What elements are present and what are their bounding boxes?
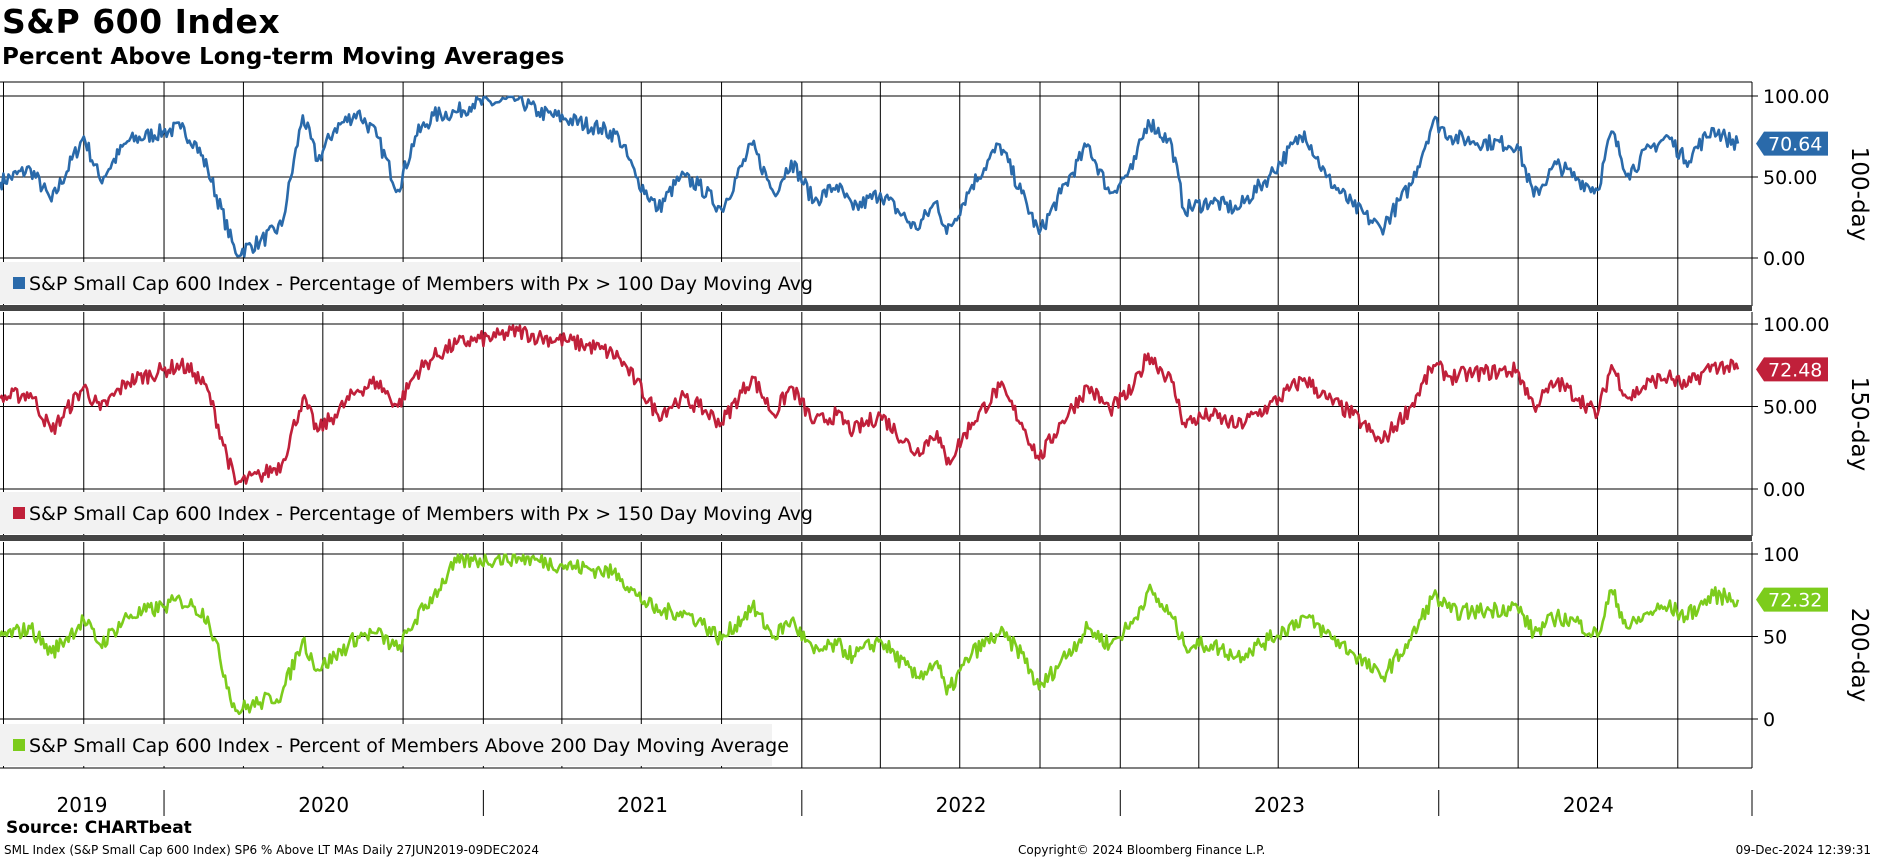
y-tick-label: 100.00	[1763, 314, 1829, 336]
y-tick-label: 100	[1763, 544, 1799, 566]
footer-copyright: Copyright© 2024 Bloomberg Finance L.P.	[1018, 843, 1266, 857]
y-tick-label: 0	[1763, 709, 1775, 731]
y-tick-label: 50.00	[1763, 397, 1817, 419]
side-label-p100: 100-day	[1846, 147, 1872, 242]
x-tick-label: 2024	[1563, 793, 1614, 817]
legend-label: S&P Small Cap 600 Index - Percentage of …	[29, 503, 813, 525]
legend-box	[0, 262, 800, 304]
y-tick-label: 50.00	[1763, 167, 1817, 189]
last-value-label: 70.64	[1768, 134, 1822, 156]
series-line-p100	[0, 95, 1740, 258]
x-tick-label: 2020	[298, 793, 349, 817]
panel-separator	[0, 535, 1752, 541]
y-tick-label: 0.00	[1763, 248, 1805, 270]
chart-subtitle: Percent Above Long-term Moving Averages	[2, 44, 565, 70]
legend-label: S&P Small Cap 600 Index - Percent of Mem…	[29, 735, 789, 757]
x-tick-label: 2019	[57, 793, 108, 817]
legend-label: S&P Small Cap 600 Index - Percentage of …	[29, 273, 813, 295]
footer-description: SML Index (S&P Small Cap 600 Index) SP6 …	[4, 843, 540, 857]
y-tick-label: 100.00	[1763, 86, 1829, 108]
series-line-p200	[0, 553, 1740, 716]
panel-separator	[0, 305, 1752, 311]
legend-swatch	[13, 739, 25, 751]
side-label-p150: 150-day	[1846, 377, 1872, 472]
x-tick-label: 2022	[936, 793, 987, 817]
x-tick-label: 2023	[1254, 793, 1305, 817]
legend-box	[0, 724, 772, 766]
series-line-p150	[0, 324, 1740, 486]
panel-p150: 100.00 50.00 0.00 72.48 150-day S&P Small Cap…	[0, 312, 1872, 536]
chart-title: S&P 600 Index	[2, 2, 281, 41]
panel-p100: 100.00 50.00 0.00 70.64 100-day S&P Small Cap…	[0, 82, 1872, 306]
last-value-label: 72.48	[1768, 359, 1822, 381]
panel-p200: 100 50 0 72.32 200-day S&P Small Cap 600 Inde…	[0, 542, 1872, 768]
last-value-tag	[1756, 357, 1828, 382]
side-label-p200: 200-day	[1846, 608, 1872, 703]
source-note: Source: CHARTbeat	[6, 818, 192, 838]
footer-timestamp: 09-Dec-2024 12:39:31	[1735, 843, 1871, 857]
last-value-tag	[1756, 131, 1828, 156]
legend-swatch	[13, 277, 25, 289]
y-tick-label: 0.00	[1763, 479, 1805, 501]
legend-box	[0, 492, 800, 534]
legend-swatch	[13, 507, 25, 519]
last-value-tag	[1756, 587, 1828, 612]
y-tick-label: 50	[1763, 627, 1787, 649]
x-tick-label: 2021	[617, 793, 668, 817]
last-value-label: 72.32	[1768, 590, 1822, 612]
